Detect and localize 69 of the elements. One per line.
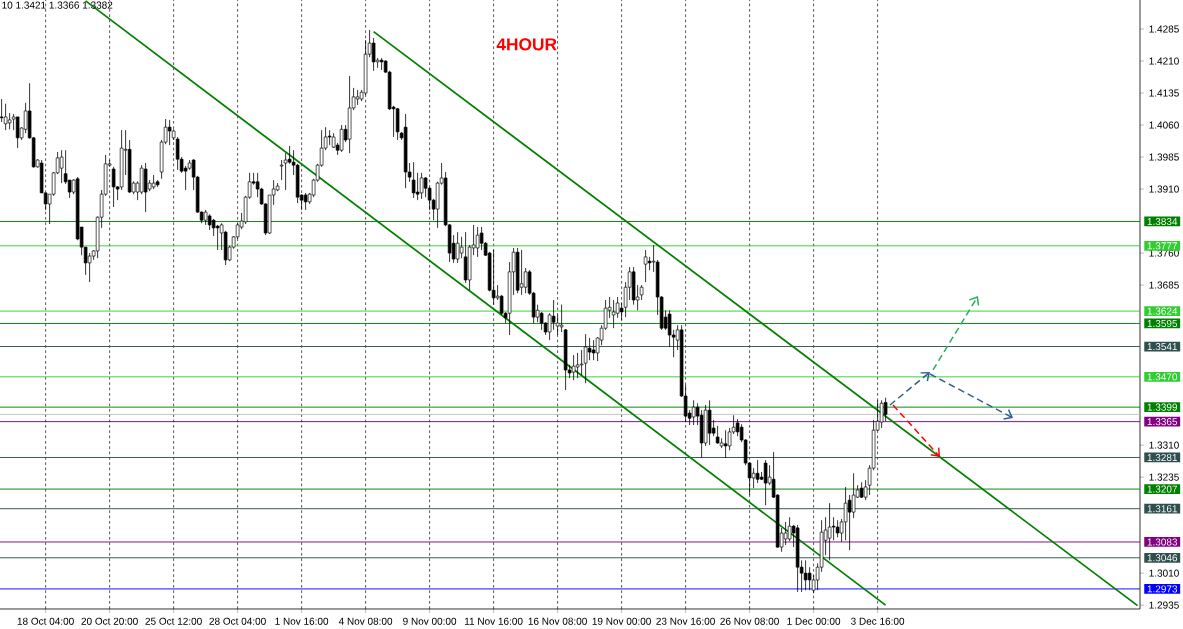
ref-line-label: 1.3541 [1147,342,1178,351]
x-tick-label: 28 Oct 04:00 [209,617,266,625]
ref-line-label: 1.3365 [1147,418,1178,426]
y-tick-label: 1.3010 [1149,569,1179,577]
candlestick [803,559,808,591]
x-tick-label: 25 Oct 12:00 [145,617,202,625]
candlestick [583,333,588,384]
x-tick-label: 4 Nov 08:00 [338,617,393,625]
x-tick-label: 23 Nov 16:00 [656,617,715,625]
y-tick-label: 1.3685 [1149,281,1179,289]
x-tick-label: 9 Nov 00:00 [403,617,457,625]
ref-line-label: 1.3083 [1147,538,1178,546]
text: 4HOUR [496,38,557,51]
candlestick [879,399,884,429]
candlestick [883,397,888,422]
ref-line-label: 1.3161 [1147,505,1178,513]
y-tick-label: 1.4210 [1149,57,1179,65]
candlestick [111,166,116,208]
x-tick-label: 26 Nov 08:00 [720,617,779,625]
y-tick-label: 1.3235 [1149,473,1179,481]
y-tick-label: 1.3985 [1149,153,1179,161]
x-tick-label: 1 Nov 16:00 [275,617,329,625]
ref-line-label: 1.3281 [1147,453,1178,462]
x-tick-label: 16 Nov 08:00 [528,617,587,625]
candlestick [0,98,4,123]
candlestick [559,304,564,333]
x-tick-label: 11 Nov 16:00 [464,617,523,625]
candlestick [523,267,528,294]
ref-line-label: 1.3207 [1147,485,1178,493]
y-tick-label: 1.4285 [1149,25,1179,33]
x-tick-label: 1 Dec 00:00 [787,617,841,625]
candlestick [455,231,460,264]
candlestick [807,566,812,591]
candlestick [475,226,480,258]
ref-line-label: 1.3777 [1147,242,1178,250]
ref-line-label: 1.3595 [1147,319,1178,328]
candlestick [419,172,424,200]
y-tick-label: 1.3910 [1149,185,1179,193]
candlestick [411,161,416,199]
x-tick-label: 18 Oct 04:00 [17,617,74,625]
y-tick-label: 1.4060 [1149,121,1179,129]
y-tick-label: 1.3310 [1149,441,1179,449]
candlestick [59,149,64,184]
candlestick [783,521,788,546]
candlestick [551,299,556,331]
y-tick-label: 1.4135 [1149,89,1179,97]
candlestick [847,494,852,551]
candlestick [575,352,580,379]
candlestick [215,224,220,251]
ref-line-label: 1.3470 [1147,373,1178,381]
ref-line-label: 1.3834 [1147,217,1178,226]
y-tick-label: 1.2935 [1149,601,1179,609]
ref-line-label: 1.2973 [1147,585,1178,593]
candlestick [415,172,420,201]
candlestick [643,249,648,283]
x-tick-label: 20 Oct 20:00 [81,617,138,625]
candlestick [587,337,592,361]
ref-line-label: 1.3046 [1147,554,1178,562]
candlestick [327,129,332,146]
candlestick [463,231,468,284]
ref-line-label: 1.3399 [1147,403,1178,411]
candlestick [827,502,832,561]
candlestick [23,102,28,134]
x-tick-label: 3 Dec 16:00 [851,617,905,625]
ref-line-label: 1.3624 [1147,307,1178,315]
candlestick [611,299,616,329]
candlestick [591,339,596,361]
y-tick-label: 1.3760 [1149,249,1179,257]
x-tick-label: 19 Nov 00:00 [592,617,651,625]
